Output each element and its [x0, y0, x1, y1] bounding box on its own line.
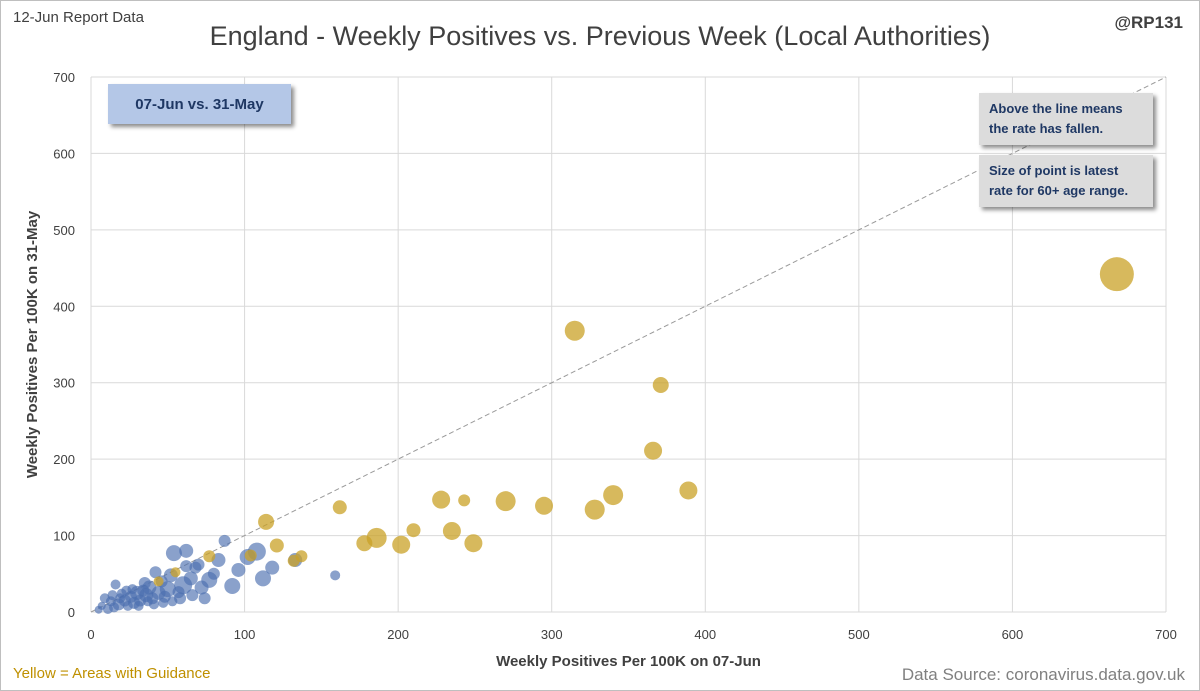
guidance-point-13: [406, 523, 421, 538]
x-tick-label-300: 300: [541, 627, 563, 642]
note-above-line-text-1: Above the line means: [989, 101, 1123, 116]
guidance-point-21: [258, 513, 275, 530]
guidance-point-2: [652, 377, 669, 394]
guidance-point-5: [603, 485, 624, 506]
y-tick-label-100: 100: [53, 529, 75, 544]
other-point-3: [255, 570, 271, 587]
other-point-15: [179, 543, 194, 558]
guidance-point-17: [332, 500, 347, 515]
y-tick-label-300: 300: [53, 376, 75, 391]
guidance-point-7: [535, 496, 554, 515]
note-point-size: Size of point is latest rate for 60+ age…: [979, 155, 1153, 207]
guidance-point-25: [153, 576, 164, 587]
legend-note: Yellow = Areas with Guidance: [13, 665, 211, 682]
other-point-43: [94, 605, 103, 614]
other-point-6: [231, 562, 246, 577]
guidance-point-1: [564, 320, 585, 341]
y-tick-label-700: 700: [53, 70, 75, 85]
other-point-49: [138, 576, 151, 589]
guidance-point-14: [392, 535, 411, 554]
guidance-point-8: [495, 491, 516, 512]
guidance-point-22: [244, 549, 257, 562]
note-above-line: Above the line means the rate has fallen…: [979, 93, 1153, 145]
other-point-51: [121, 585, 132, 596]
other-point-0: [330, 570, 341, 581]
author-handle: @RP131: [1114, 13, 1183, 32]
other-point-12: [194, 580, 209, 595]
guidance-point-24: [170, 567, 181, 578]
guidance-point-16: [356, 535, 373, 552]
other-point-24: [149, 566, 162, 579]
other-point-8: [218, 534, 231, 547]
guidance-point-10: [458, 494, 471, 507]
note-above-line-text-2: the rate has fallen.: [989, 121, 1104, 136]
other-point-41: [99, 593, 110, 604]
guidance-point-12: [432, 490, 451, 509]
other-point-48: [198, 592, 211, 605]
guidance-point-19: [287, 554, 300, 567]
x-tick-label-600: 600: [1002, 627, 1024, 642]
x-axis-title: Weekly Positives Per 100K on 07-Jun: [496, 653, 761, 670]
guidance-point-11: [442, 521, 461, 540]
x-tick-label-0: 0: [87, 627, 94, 642]
other-point-57: [133, 600, 144, 611]
report-label: 12-Jun Report Data: [13, 9, 144, 26]
y-tick-label-200: 200: [53, 452, 75, 467]
date-comparison-box: 07-Jun vs. 31-May: [108, 84, 291, 124]
guidance-point-0: [1099, 257, 1134, 292]
other-point-53: [107, 590, 118, 601]
y-tick-label-600: 600: [53, 146, 75, 161]
data-source: Data Source: coronavirus.data.gov.uk: [901, 665, 1185, 684]
other-point-58: [142, 596, 153, 607]
other-point-47: [186, 589, 199, 602]
other-point-18: [165, 545, 182, 562]
guidance-point-6: [584, 499, 605, 520]
y-tick-label-500: 500: [53, 223, 75, 238]
other-point-44: [180, 560, 193, 573]
other-point-7: [224, 578, 241, 595]
chart-title: England - Weekly Positives vs. Previous …: [209, 21, 991, 51]
other-point-2: [265, 560, 280, 575]
other-point-45: [192, 558, 205, 571]
guidance-point-4: [679, 481, 698, 500]
note-point-size-text-1: Size of point is latest: [989, 163, 1119, 178]
guidance-point-3: [644, 441, 663, 460]
other-point-56: [167, 596, 178, 607]
note-point-size-text-2: rate for 60+ age range.: [989, 183, 1129, 198]
other-point-37: [110, 579, 121, 590]
guidance-point-20: [269, 538, 284, 553]
x-tick-label-200: 200: [387, 627, 409, 642]
other-point-52: [115, 593, 126, 604]
x-tick-label-100: 100: [234, 627, 256, 642]
other-point-55: [158, 597, 169, 608]
x-tick-label-400: 400: [694, 627, 716, 642]
guidance-point-9: [464, 534, 483, 553]
y-tick-label-0: 0: [68, 605, 75, 620]
x-tick-label-700: 700: [1155, 627, 1177, 642]
y-tick-label-400: 400: [53, 299, 75, 314]
x-tick-label-500: 500: [848, 627, 870, 642]
y-axis-title: Weekly Positives Per 100K on 31-May: [24, 210, 41, 478]
guidance-point-23: [203, 550, 216, 563]
